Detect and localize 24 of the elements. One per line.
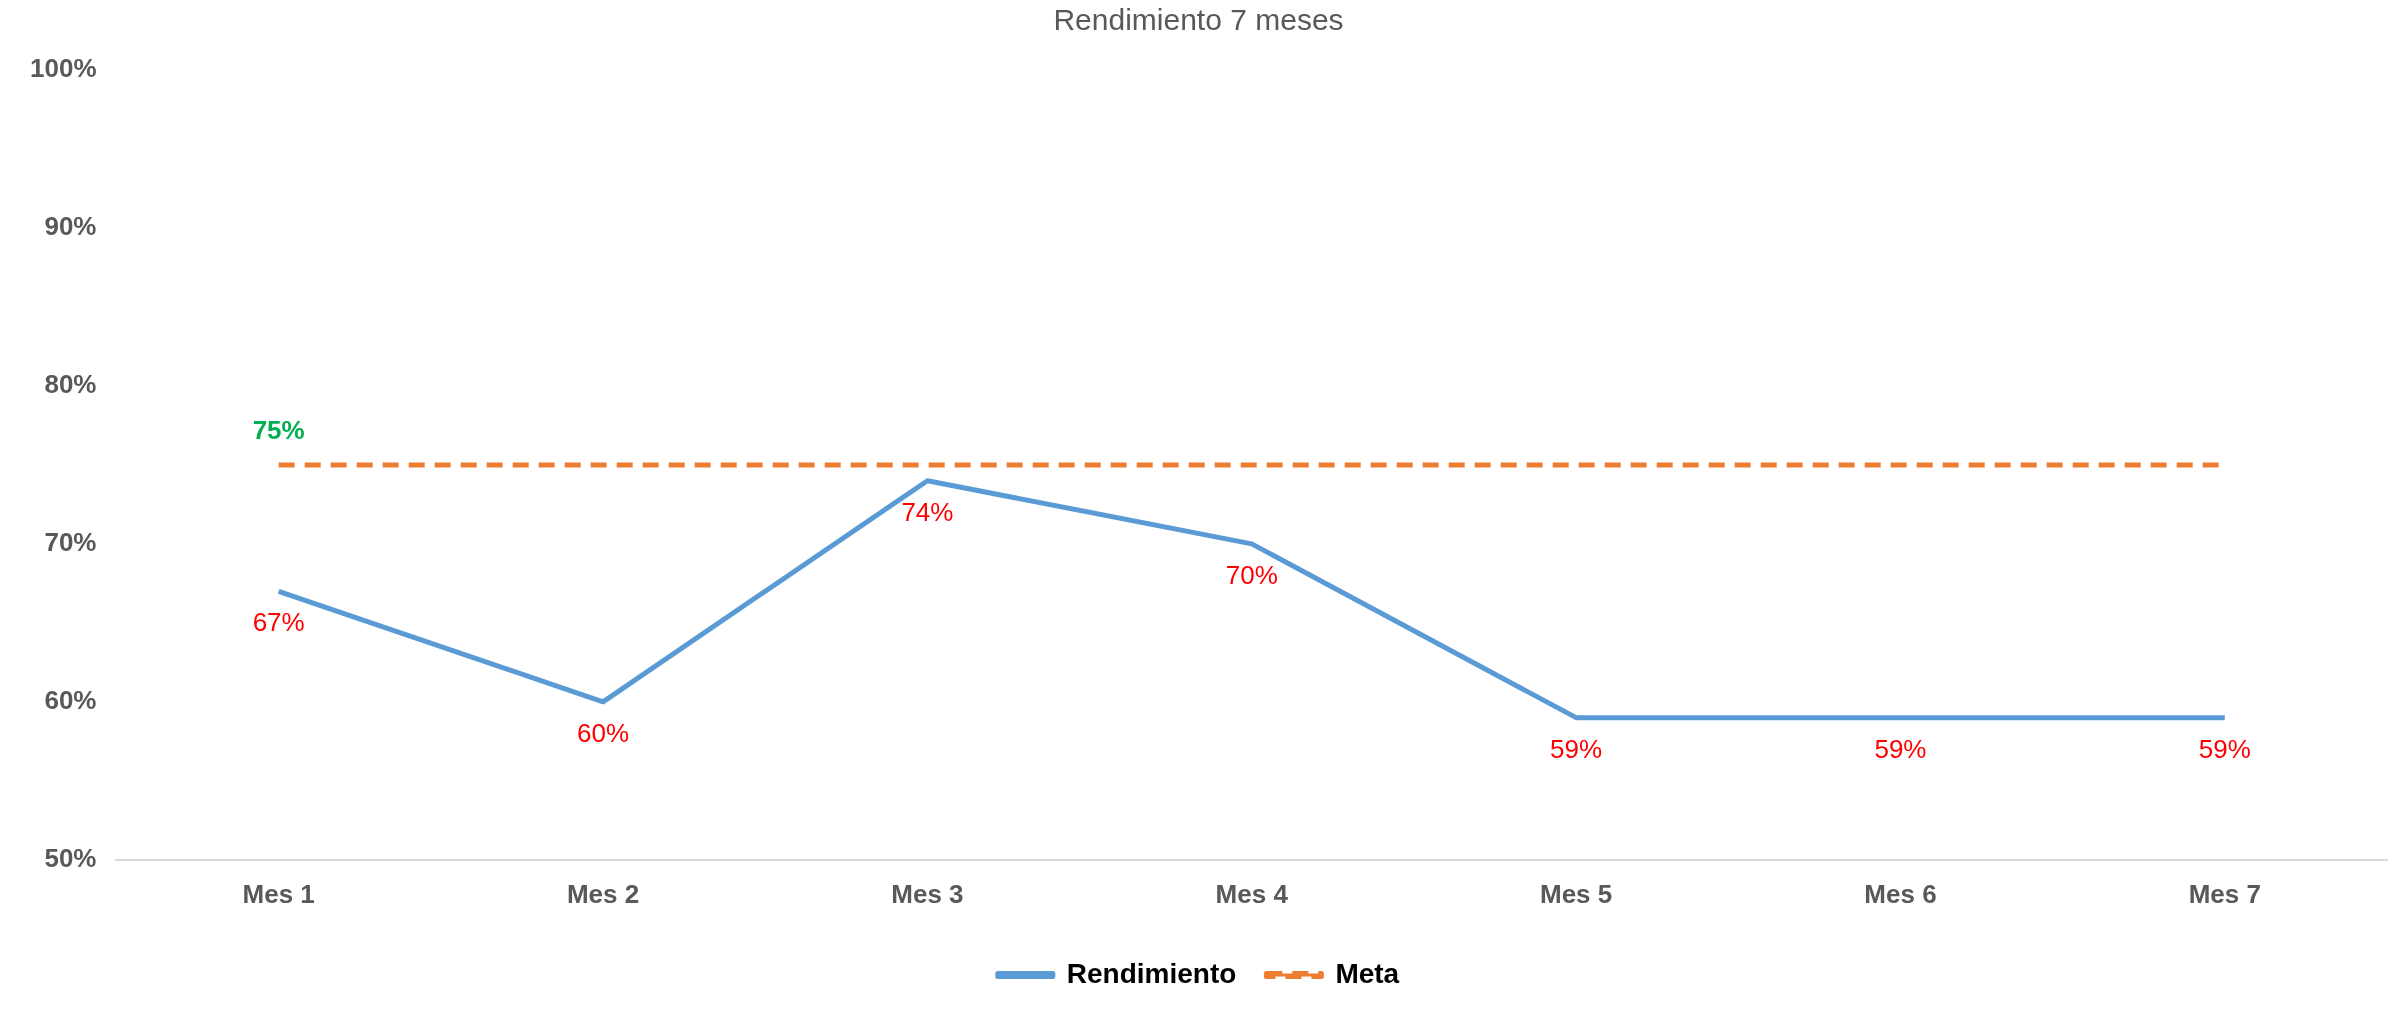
y-tick-label: 80% (44, 369, 97, 400)
legend-label: Meta (1335, 957, 1400, 989)
x-tick-label: Mes 6 (1864, 878, 1937, 909)
y-tick-label: 100% (30, 53, 97, 84)
x-tick-label: Mes 5 (1539, 878, 1613, 909)
x-tick-label: Mes 3 (891, 878, 964, 909)
data-label: 59% (1874, 733, 1927, 764)
x-tick-label: Mes 4 (1215, 878, 1289, 909)
y-tick-label: 70% (44, 527, 97, 558)
legend-label: Rendimiento (1066, 957, 1237, 989)
data-label: 60% (577, 718, 630, 749)
y-tick-label: 90% (44, 211, 97, 242)
x-tick-label: Mes 2 (566, 878, 640, 909)
data-label: 67% (252, 607, 305, 638)
x-tick-label: Mes 1 (242, 878, 315, 909)
data-label: 75% (252, 415, 305, 446)
data-label: 74% (901, 496, 954, 527)
data-label: 59% (1550, 733, 1603, 764)
x-tick-label: Mes 7 (2188, 878, 2261, 909)
data-label: 59% (2198, 733, 2251, 764)
data-label: 70% (1225, 560, 1278, 591)
chart-title: Rendimiento 7 meses (1053, 3, 1344, 37)
y-tick-label: 50% (44, 842, 97, 873)
y-tick-label: 60% (44, 685, 97, 716)
